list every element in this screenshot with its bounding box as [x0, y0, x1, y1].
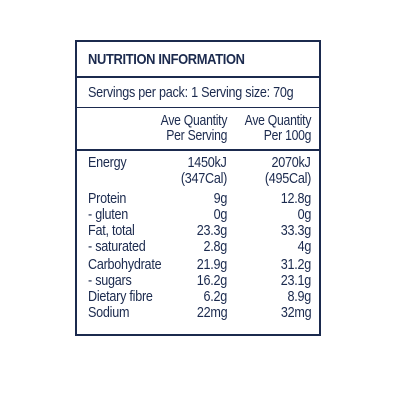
table-row: (347Cal) (495Cal) — [77, 171, 319, 187]
per-100g-value: 31.2g — [280, 256, 312, 273]
table-row: Energy 1450kJ 2070kJ — [77, 155, 319, 171]
table-row: - sugars 16.2g 23.1g — [77, 273, 319, 289]
table-row: Sodium 22mg 32mg — [77, 305, 319, 321]
per-serving-value: 9g — [213, 190, 227, 207]
per-100g-value: 12.8g — [280, 190, 312, 207]
column-header-per-serving: Ave Quantity Per Serving — [160, 113, 228, 144]
table-row: - saturated 2.8g 4g — [77, 239, 319, 255]
per-100g-value: 0g — [297, 206, 311, 223]
serving-info: Servings per pack: 1 Serving size: 70g — [88, 84, 294, 101]
table-row: - gluten 0g 0g — [77, 207, 319, 223]
per-100g-value: 2070kJ — [271, 154, 311, 171]
nutrient-name: Sodium — [88, 304, 130, 321]
per-100g-value: 32mg — [280, 304, 311, 321]
nutrient-name: Protein — [88, 190, 127, 207]
column-header-line: Ave Quantity — [160, 113, 228, 129]
nutrition-panel: NUTRITION INFORMATION Servings per pack:… — [75, 40, 321, 336]
column-header-line: Ave Quantity — [244, 113, 312, 129]
nutrient-name: Fat, total — [88, 222, 135, 239]
per-serving-value: 2.8g — [203, 238, 227, 255]
title-row: NUTRITION INFORMATION — [77, 42, 319, 78]
per-serving-value: (347Cal) — [180, 170, 228, 187]
per-serving-value: 16.2g — [196, 272, 228, 289]
per-serving-value: 0g — [213, 206, 227, 223]
column-header-line: Per 100g — [263, 128, 312, 144]
table-row: Dietary fibre 6.2g 8.9g — [77, 289, 319, 305]
column-header-line: Per Serving — [166, 128, 227, 144]
serving-row: Servings per pack: 1 Serving size: 70g — [77, 78, 319, 108]
per-serving-value: 21.9g — [196, 256, 228, 273]
nutrient-name: Energy — [88, 154, 127, 171]
per-serving-value: 1450kJ — [187, 154, 227, 171]
per-serving-value: 22mg — [196, 304, 227, 321]
per-serving-value: 6.2g — [203, 288, 227, 305]
table-row: Fat, total 23.3g 33.3g — [77, 223, 319, 239]
per-serving-value: 23.3g — [196, 222, 228, 239]
per-100g-value: 8.9g — [287, 288, 311, 305]
nutrient-name: Dietary fibre — [88, 288, 153, 305]
nutrient-name: - gluten — [88, 206, 129, 223]
per-100g-value: 23.1g — [280, 272, 312, 289]
nutrient-name: - saturated — [88, 238, 146, 255]
table-row: Carbohydrate 21.9g 31.2g — [77, 257, 319, 273]
table-row: Protein 9g 12.8g — [77, 191, 319, 207]
per-100g-value: (495Cal) — [264, 170, 312, 187]
panel-title: NUTRITION INFORMATION — [88, 50, 245, 68]
nutrient-name: Carbohydrate — [88, 256, 162, 273]
per-100g-value: 33.3g — [280, 222, 312, 239]
column-header-row: Ave Quantity Per Serving Ave Quantity Pe… — [77, 108, 319, 151]
column-header-per-100g: Ave Quantity Per 100g — [244, 113, 312, 144]
nutrient-name: - sugars — [88, 272, 132, 289]
per-100g-value: 4g — [297, 238, 311, 255]
